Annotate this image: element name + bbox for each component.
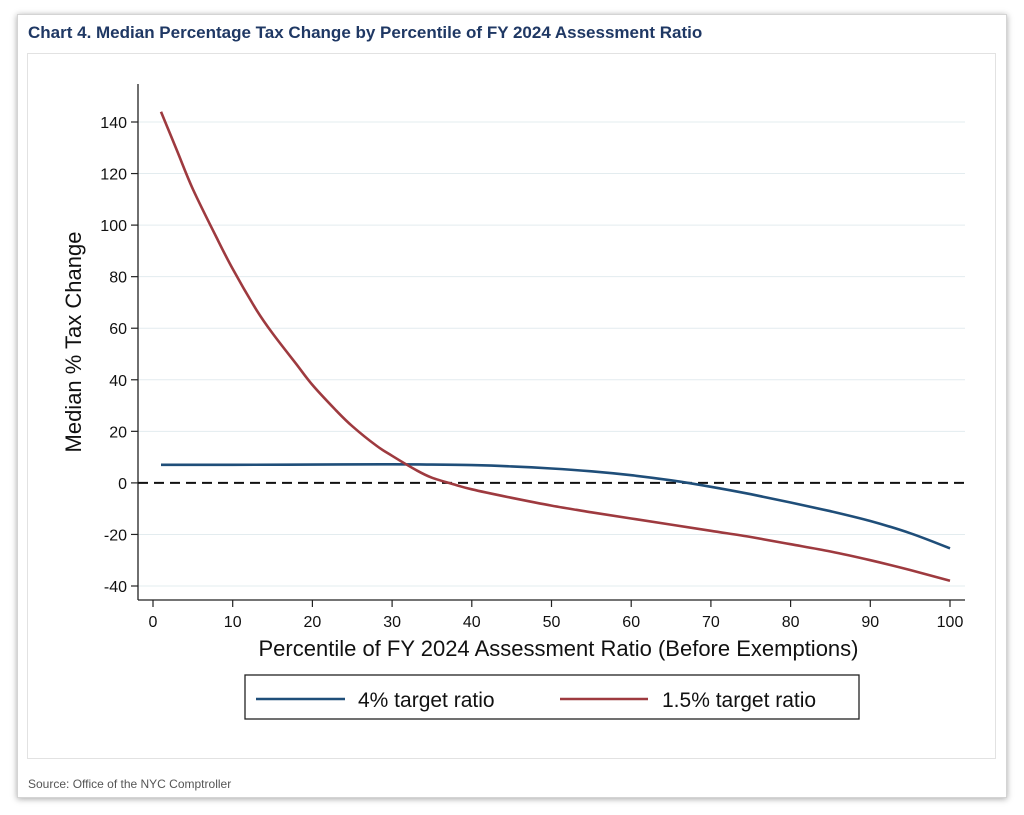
legend-box (244, 674, 860, 720)
y-tick-label: -40 (104, 579, 127, 596)
chart-title: Chart 4. Median Percentage Tax Change by… (28, 23, 703, 42)
x-tick-label: 70 (702, 614, 720, 631)
y-tick-label: 0 (118, 476, 127, 493)
series-line-four-percent (160, 463, 951, 550)
x-tick-label: 20 (304, 614, 322, 631)
y-tick-label: 120 (100, 167, 127, 184)
y-tick-label: 140 (100, 115, 127, 132)
x-tick-label: 50 (543, 614, 561, 631)
y-axis-title: Median % Tax Change (61, 232, 86, 453)
legend-label: 1.5% target ratio (662, 689, 816, 712)
x-tick-label: 60 (622, 614, 640, 631)
x-axis-title: Percentile of FY 2024 Assessment Ratio (… (259, 636, 859, 661)
y-tick-label: 40 (109, 373, 127, 390)
x-tick-label: 10 (224, 614, 242, 631)
y-tick-label: 100 (100, 218, 127, 235)
y-tick-label: 80 (109, 270, 127, 287)
x-tick-label: 90 (861, 614, 879, 631)
x-tick-label: 100 (937, 614, 964, 631)
legend-label: 4% target ratio (358, 689, 495, 712)
y-tick-label: 60 (109, 321, 127, 338)
series-line-one-point-five-percent (159, 111, 951, 583)
x-tick-label: 80 (782, 614, 800, 631)
y-tick-label: 20 (109, 424, 127, 441)
chart-card: Chart 4. Median Percentage Tax Change by… (17, 14, 1007, 798)
source-note: Source: Office of the NYC Comptroller (28, 777, 232, 791)
y-tick-label: -20 (104, 527, 127, 544)
x-tick-label: 0 (149, 614, 158, 631)
x-tick-label: 40 (463, 614, 481, 631)
chart-frame (27, 53, 996, 759)
x-tick-label: 30 (383, 614, 401, 631)
